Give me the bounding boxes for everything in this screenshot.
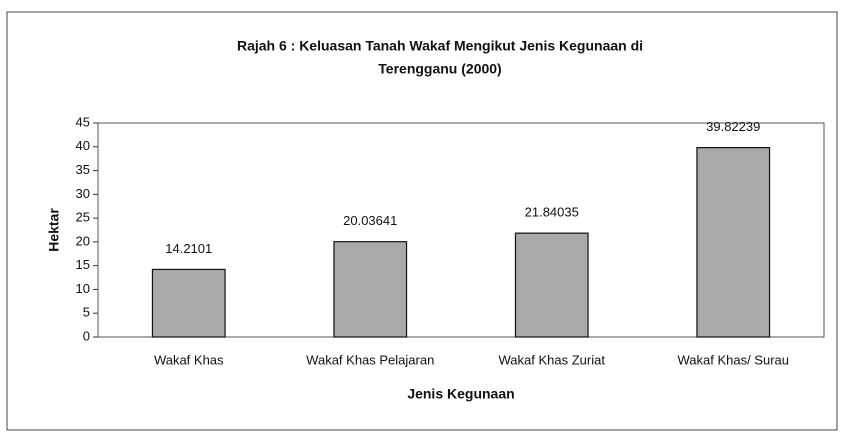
- x-tick-label: Wakaf Khas Zuriat: [499, 352, 606, 367]
- y-tick-label: 40: [76, 138, 90, 153]
- chart-title: Rajah 6 : Keluasan Tanah Wakaf Mengikut …: [237, 38, 643, 54]
- x-tick-label: Wakaf Khas: [154, 352, 224, 367]
- y-axis-label: Hektar: [46, 208, 62, 252]
- y-tick-label: 5: [83, 305, 90, 320]
- bar: [696, 147, 771, 338]
- chart-title: Terengganu (2000): [378, 61, 501, 77]
- y-tick-label: 30: [76, 186, 90, 201]
- x-axis-label: Jenis Kegunaan: [407, 386, 514, 402]
- y-tick-label: 35: [76, 162, 90, 177]
- data-label: 39.82239: [706, 119, 760, 134]
- data-label: 21.84035: [525, 205, 579, 220]
- x-tick-label: Wakaf Khas Pelajaran: [306, 352, 434, 367]
- bar: [151, 268, 226, 338]
- bar: [514, 232, 589, 338]
- y-tick-label: 20: [76, 233, 90, 248]
- y-tick-label: 0: [83, 328, 90, 343]
- plot-area: [97, 122, 825, 338]
- y-tick-label: 10: [76, 281, 90, 296]
- data-label: 14.2101: [165, 241, 212, 256]
- y-tick-label: 15: [76, 257, 90, 272]
- y-tick-label: 45: [76, 114, 90, 129]
- data-label: 20.03641: [343, 213, 397, 228]
- x-tick-label: Wakaf Khas/ Surau: [677, 352, 789, 367]
- y-tick-label: 25: [76, 210, 90, 225]
- bar: [333, 241, 408, 338]
